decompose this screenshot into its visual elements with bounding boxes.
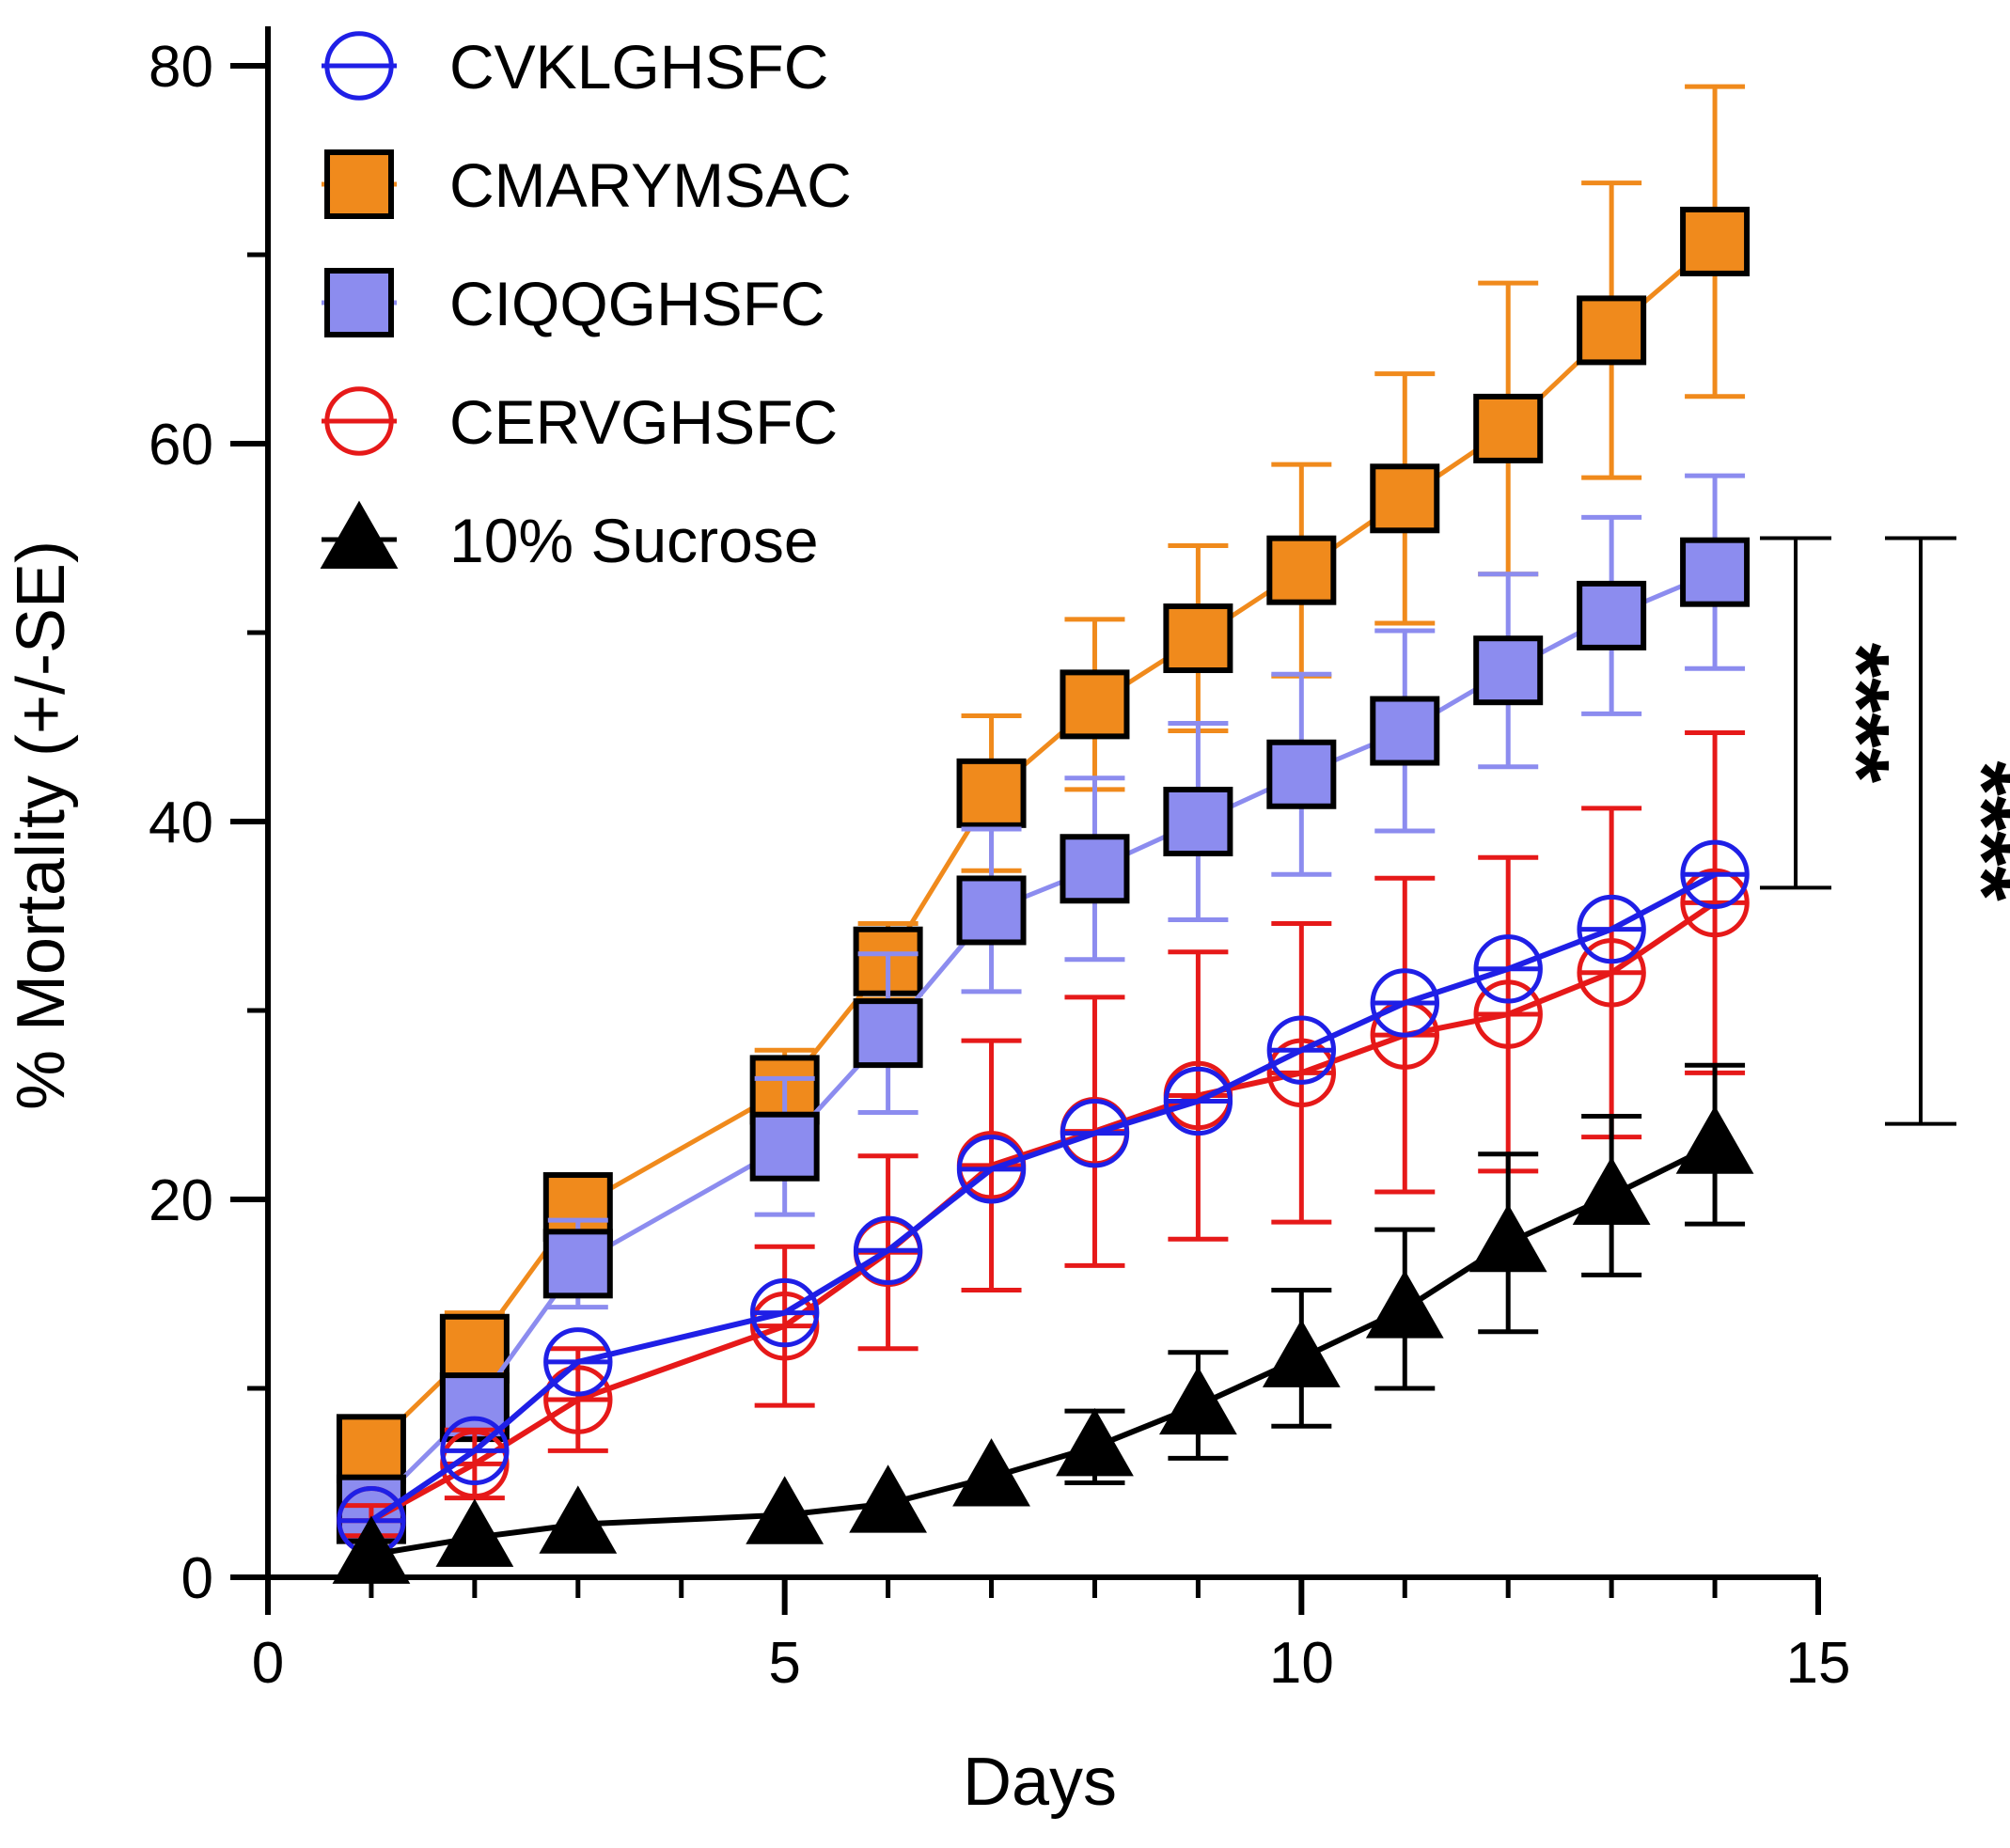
data-point [435,1498,514,1567]
axis-ticks: 0 5 10 15 0 20 40 60 80 [149,35,1850,1696]
x-tick-label: 15 [1786,1631,1851,1696]
legend-label: CVKLGHSFC [449,32,828,102]
significance-bracket: **** [1885,536,2010,1126]
significance-annotations: **** **** [1760,536,2010,1126]
significance-bracket: **** [1760,536,1908,890]
data-point [1060,834,1130,904]
series-cervghsfc [337,730,1750,1556]
data-point [1473,635,1544,706]
data-point [1675,1105,1754,1174]
significance-label: **** [1807,643,1908,784]
data-point [1365,1270,1444,1339]
data-point [1577,580,1647,650]
series-cvklghsfc [337,839,1750,1556]
data-point [952,1438,1030,1507]
legend-item: CERVGHSFC [322,386,838,457]
data-point [332,1515,411,1584]
legend-marker [320,500,399,570]
data-point [749,1111,820,1182]
data-point [956,875,1027,946]
data-point [1680,537,1751,607]
axes: Days % Mortality (+/-SE) [4,26,1818,1820]
legend-label: CIQQGHSFC [449,269,825,338]
data-point [1056,1407,1134,1477]
data-point [1060,669,1130,740]
data-point [1262,1319,1341,1387]
x-tick-label: 0 [252,1631,284,1696]
significance-label: **** [1932,760,2010,901]
data-point [439,1313,510,1384]
legend-marker [324,268,394,337]
data-point [1159,1366,1237,1435]
legend-item: 10% Sucrose [320,500,819,575]
data-point [1163,787,1233,856]
data-point [1370,463,1440,534]
y-tick-label: 0 [181,1546,213,1611]
data-point [1266,739,1337,809]
x-axis-title: Days [963,1745,1117,1820]
y-tick-label: 40 [149,791,213,855]
data-point [956,758,1027,828]
data-point [1266,535,1337,605]
data-point [1370,696,1440,766]
data-point [539,1485,618,1554]
y-axis-title: % Mortality (+/-SE) [4,540,79,1110]
data-point [1163,603,1233,674]
legend-item: CMARYMSAC [322,149,852,220]
legend-label: CMARYMSAC [449,150,852,220]
x-tick-label: 5 [768,1631,800,1696]
data-point [1572,1156,1651,1226]
data-point [746,1476,824,1544]
data-point [849,1464,927,1533]
y-tick-label: 20 [149,1168,213,1233]
legend-item: CVKLGHSFC [322,31,828,102]
data-point [336,1414,406,1484]
data-point [1680,206,1751,276]
legend: CVKLGHSFC CMARYMSAC CIQQGHSFC CERVGHSFC 10% … [320,31,852,575]
data-series [332,84,1754,1584]
data-point [1468,1203,1547,1273]
legend-marker [324,149,394,219]
series-10-sucrose [332,1062,1754,1584]
legend-label: CERVGHSFC [449,387,838,457]
data-point [853,998,923,1069]
legend-item: CIQQGHSFC [322,268,825,338]
data-point [1473,393,1544,463]
x-tick-label: 10 [1269,1631,1334,1696]
y-tick-label: 60 [149,413,213,478]
legend-label: 10% Sucrose [449,506,819,575]
data-point [1577,295,1647,366]
data-point [542,1229,613,1299]
y-tick-label: 80 [149,35,213,100]
